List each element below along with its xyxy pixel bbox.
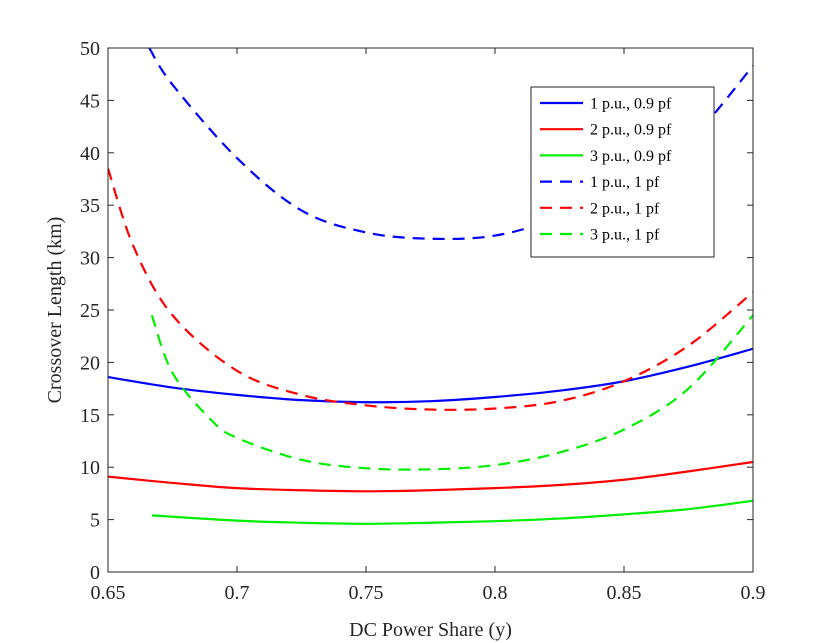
series-layer [108,48,753,525]
y-tick-label: 40 [80,143,100,165]
x-tick-label: 0.8 [483,582,508,604]
y-tick-label: 35 [80,195,100,217]
y-tick-label: 15 [80,405,100,427]
y-tick-label: 0 [90,562,100,584]
y-tick-label: 25 [80,300,100,322]
series-line-4 [148,48,753,241]
y-tick-label: 50 [80,38,100,60]
legend-label-6: 3 p.u., 1 pf [590,227,660,244]
x-axis-ticks: 0.65 0.7 0.75 0.8 0.85 0.9 [91,48,766,604]
legend-label-5: 2 p.u., 1 pf [590,200,660,217]
series-line-6 [150,314,753,471]
series-line-3 [151,499,753,525]
series-line-5 [108,168,753,411]
legend-box [530,86,715,258]
y-tick-label: 10 [80,457,100,479]
series-line-2 [108,460,753,493]
y-tick-label: 20 [80,352,100,374]
y-tick-label: 5 [90,510,100,532]
legend-label-1: 1 p.u., 0.9 pf [590,96,672,113]
legend-label-2: 2 p.u., 0.9 pf [590,122,672,139]
x-tick-label: 0.75 [349,582,384,604]
legend: 1 p.u., 0.9 pf 2 p.u., 0.9 pf 3 p.u., 0.9 … [530,86,715,258]
y-tick-label: 30 [80,248,100,270]
x-axis-label: DC Power Share (y) [349,619,512,641]
x-tick-label: 0.9 [741,582,766,604]
legend-label-3: 3 p.u., 0.9 pf [590,148,672,165]
x-tick-label: 0.7 [225,582,250,604]
series-line-1 [108,347,753,404]
legend-label-4: 1 p.u., 1 pf [590,174,660,191]
y-tick-label: 45 [80,90,100,112]
y-axis-label: Crossover Length (km) [44,217,66,404]
x-tick-label: 0.65 [91,582,126,604]
y-axis-ticks: 0 5 10 15 20 25 30 35 40 45 50 [80,38,753,584]
x-tick-label: 0.85 [607,582,642,604]
